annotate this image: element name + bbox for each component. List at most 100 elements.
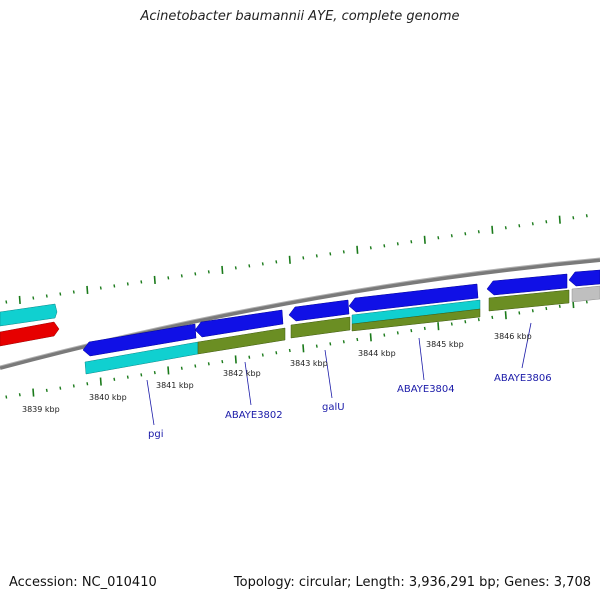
major-tick-mark [221, 265, 224, 274]
minor-tick-mark [86, 382, 89, 386]
feature-olive-abaye3804[interactable] [351, 308, 481, 332]
minor-tick-mark [356, 337, 359, 342]
minor-tick-mark [5, 395, 8, 399]
minor-tick-mark [288, 348, 291, 353]
minor-tick-mark [99, 286, 102, 290]
major-tick-mark [423, 235, 426, 244]
minor-tick-mark [585, 300, 588, 304]
minor-tick-mark [477, 317, 480, 322]
leader-line-abaye3806 [521, 322, 532, 369]
major-tick-mark [288, 255, 291, 264]
minor-tick-mark [194, 364, 197, 368]
minor-tick-mark [18, 393, 21, 397]
major-tick-mark [99, 377, 102, 386]
minor-tick-mark [194, 272, 197, 276]
minor-tick-mark [383, 244, 386, 248]
minor-tick-mark [518, 224, 521, 228]
gene-arrow-pgi[interactable] [82, 323, 197, 357]
minor-tick-mark [450, 234, 453, 238]
leader-line-abaye3804 [418, 337, 425, 381]
minor-tick-mark [72, 384, 75, 388]
minor-tick-mark [113, 284, 116, 288]
minor-tick-mark [72, 290, 75, 294]
minor-tick-mark [153, 371, 156, 375]
minor-tick-mark [167, 276, 170, 280]
minor-tick-mark [261, 353, 264, 357]
minor-tick-mark [140, 373, 143, 377]
outer-tick-ring [5, 214, 588, 305]
scale-label: 3845 kbp [426, 340, 464, 349]
gene-arrow-right-edge[interactable] [568, 269, 600, 287]
scale-label: 3844 kbp [358, 349, 396, 358]
minor-tick-mark [275, 260, 278, 264]
scale-label: 3843 kbp [290, 359, 328, 368]
genome-backbone [0, 258, 600, 370]
feature-grey-right-edge[interactable] [571, 285, 600, 303]
minor-tick-mark [558, 304, 561, 308]
scale-label: 3846 kbp [494, 332, 532, 341]
genome-summary-text: Topology: circular; Length: 3,936,291 bp… [233, 575, 591, 590]
feature-olive-abaye3806[interactable] [488, 289, 570, 312]
gene-arrow-abaye3806[interactable] [486, 273, 568, 296]
minor-tick-mark [531, 222, 534, 226]
minor-tick-mark [45, 294, 48, 298]
gene-arrow-galu[interactable] [288, 299, 350, 322]
minor-tick-mark [464, 232, 467, 236]
gene-label-galu[interactable]: galU [322, 402, 345, 413]
gene-label-pgi[interactable]: pgi [148, 429, 163, 440]
leader-line-galu [324, 349, 333, 399]
major-tick-mark [504, 311, 507, 320]
leader-line-abaye3802 [244, 361, 252, 406]
inner-tick-ring [5, 300, 588, 399]
minor-tick-mark [302, 256, 305, 260]
minor-tick-mark [126, 375, 129, 379]
gene-label-abaye3806[interactable]: ABAYE3806 [494, 373, 552, 384]
minor-tick-mark [329, 342, 332, 346]
feature-red-left[interactable] [0, 321, 60, 347]
minor-tick-mark [342, 250, 345, 254]
map-title: Acinetobacter baumannii AYE, complete ge… [140, 9, 460, 24]
minor-tick-mark [437, 236, 440, 240]
minor-tick-mark [221, 359, 224, 364]
minor-tick-mark [423, 326, 426, 331]
scale-label: 3842 kbp [223, 369, 261, 378]
minor-tick-mark [491, 315, 494, 320]
feature-cyan-left[interactable] [0, 303, 58, 327]
gene-arrow-abaye3802[interactable] [194, 309, 284, 338]
scale-label: 3840 kbp [89, 393, 127, 402]
gene-label-abaye3804[interactable]: ABAYE3804 [397, 384, 455, 395]
gene-label-abaye3802[interactable]: ABAYE3802 [225, 410, 283, 421]
minor-tick-mark [5, 300, 8, 304]
minor-tick-mark [383, 333, 386, 337]
minor-tick-mark [248, 355, 251, 359]
minor-tick-mark [410, 240, 413, 244]
minor-tick-mark [545, 220, 548, 224]
minor-tick-mark [315, 254, 318, 258]
minor-tick-mark [275, 351, 278, 355]
gene-arrow-abaye3804[interactable] [348, 283, 479, 313]
minor-tick-mark [234, 266, 237, 270]
feature-olive-abaye3802[interactable] [197, 327, 286, 355]
minor-tick-mark [342, 340, 345, 344]
major-tick-mark [302, 344, 305, 353]
accession-text: Accession: NC_010410 [9, 575, 157, 590]
minor-tick-mark [504, 226, 507, 230]
major-tick-mark [437, 322, 440, 331]
major-tick-mark [32, 388, 35, 397]
minor-tick-mark [59, 386, 62, 390]
feature-olive-galu[interactable] [290, 316, 351, 339]
major-tick-mark [356, 245, 359, 254]
minor-tick-mark [369, 246, 372, 250]
major-tick-mark [369, 333, 372, 342]
major-tick-mark [491, 225, 494, 234]
major-tick-mark [167, 366, 170, 375]
minor-tick-mark [545, 306, 548, 311]
minor-tick-mark [410, 329, 413, 333]
minor-tick-mark [140, 280, 143, 284]
minor-tick-mark [315, 344, 318, 348]
minor-tick-mark [180, 366, 183, 370]
minor-tick-mark [45, 388, 48, 393]
minor-tick-mark [207, 270, 210, 274]
